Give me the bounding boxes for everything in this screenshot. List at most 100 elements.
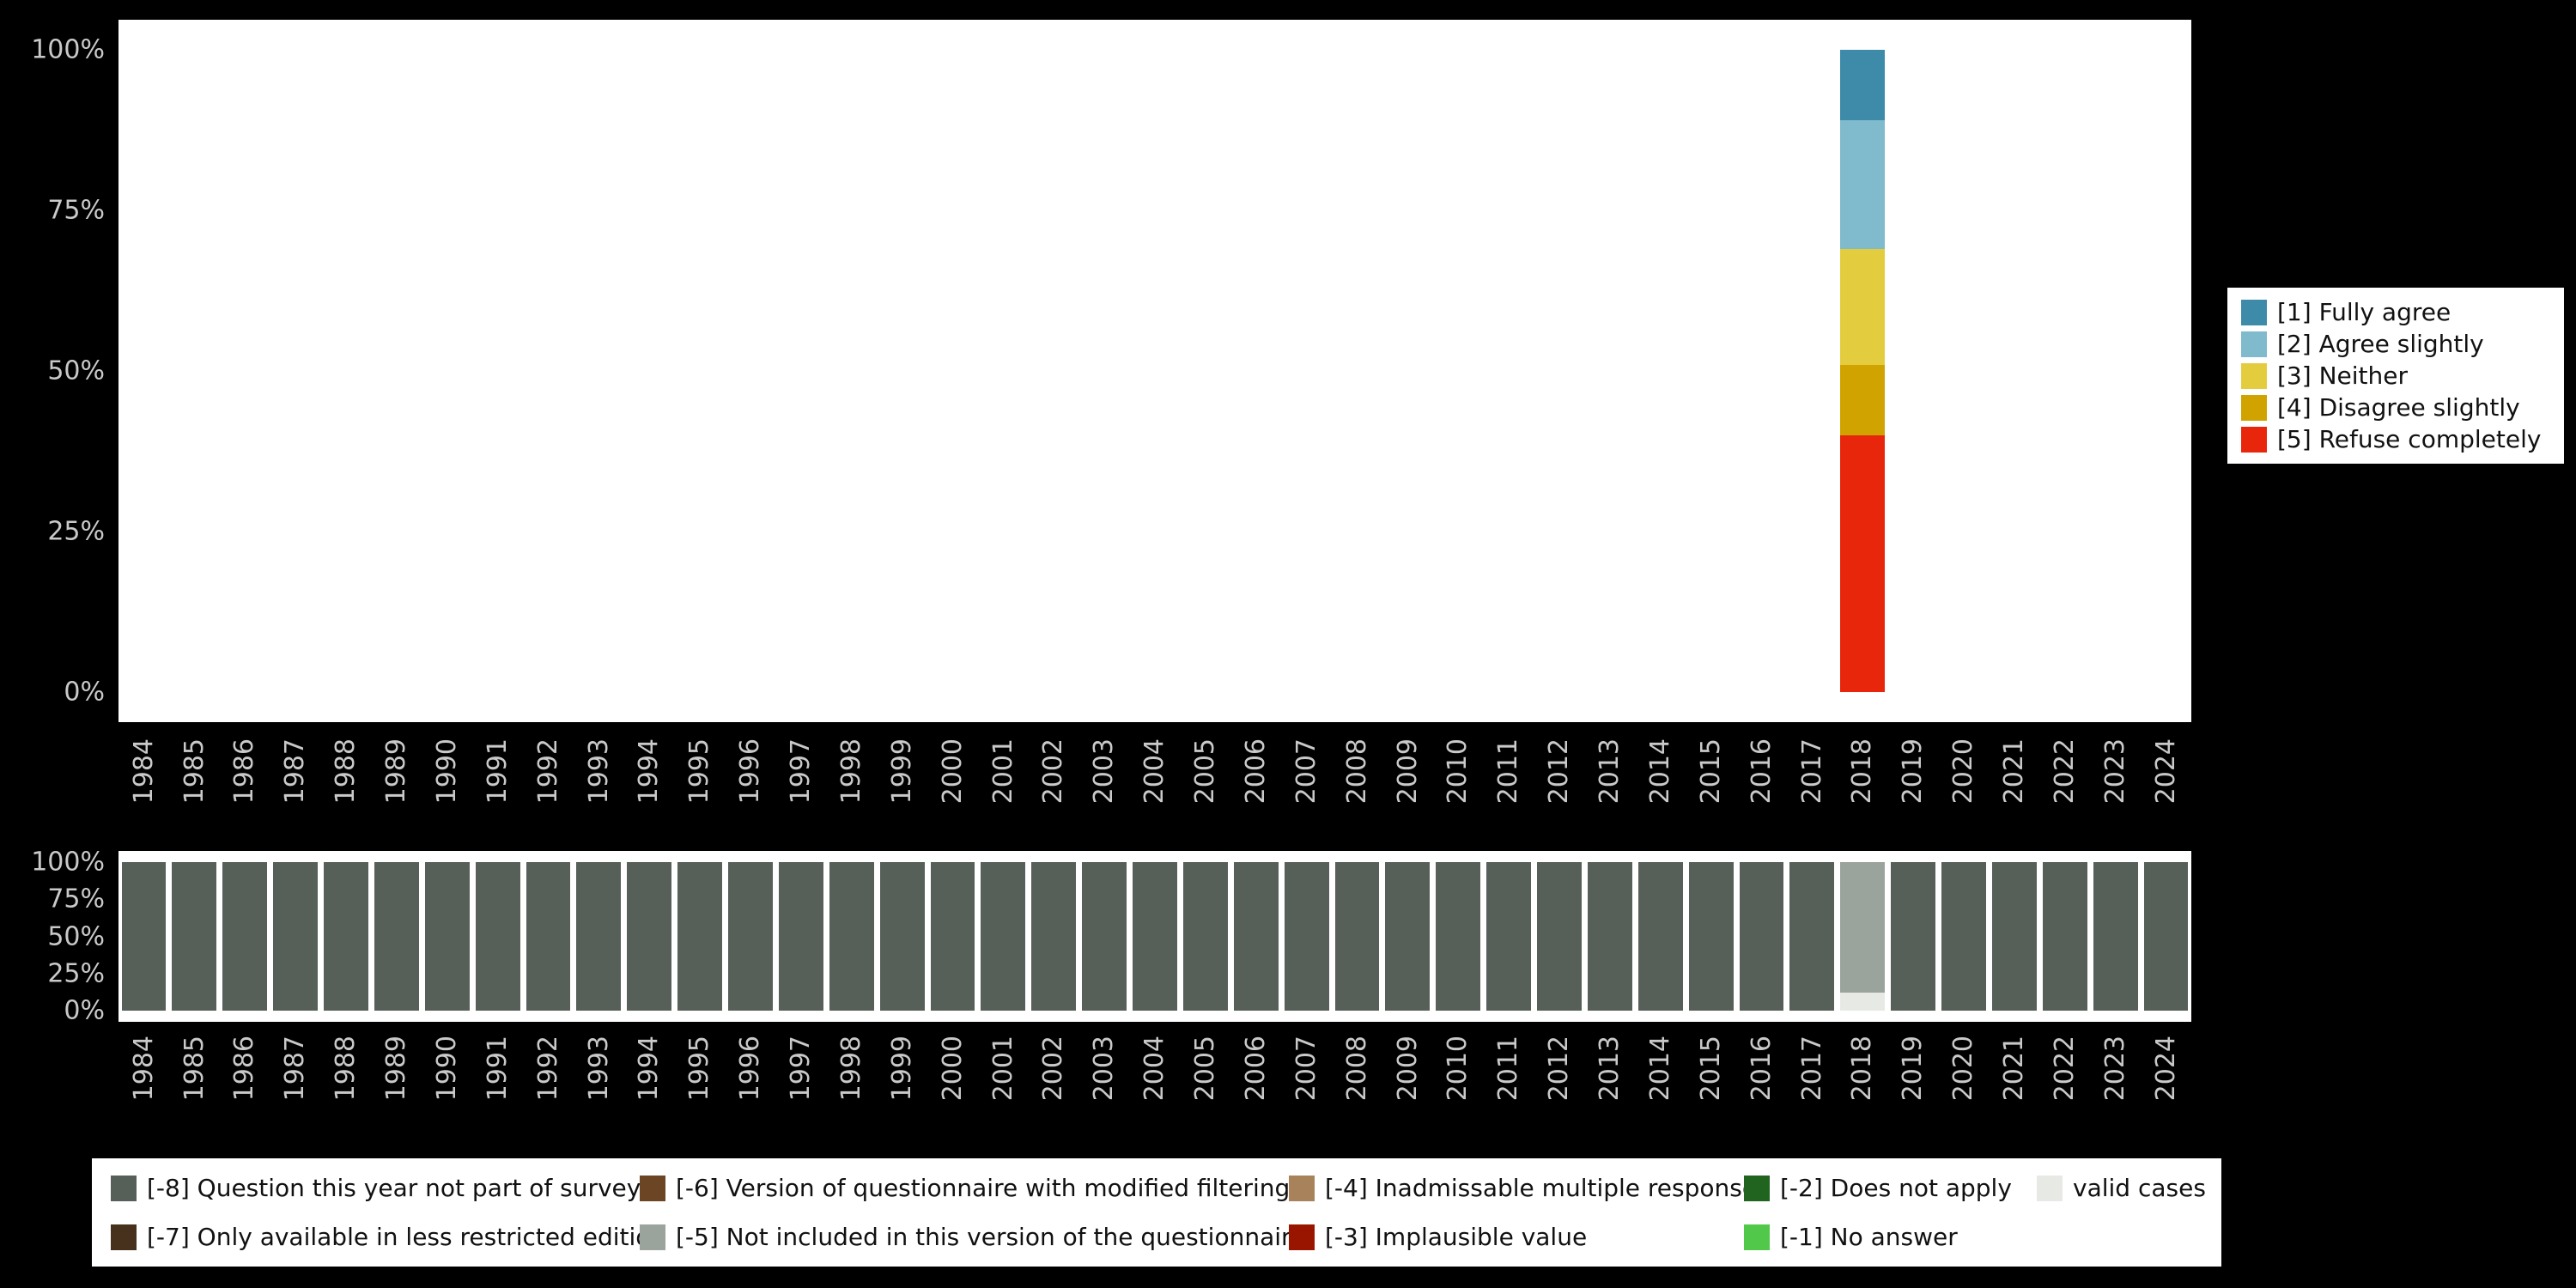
year-slot-2000 <box>927 50 978 692</box>
bar-segment <box>1587 862 1632 1011</box>
year-slot-2018 <box>1838 862 1888 1011</box>
year-label: 2008 <box>1341 1036 1372 1102</box>
bar-segment <box>2093 862 2138 1011</box>
x-tick-label: 2000 <box>927 1036 978 1128</box>
x-tick-label: 2010 <box>1433 1036 1484 1128</box>
legend-item: [1] Fully agree <box>2241 298 2550 326</box>
plot-panel-distribution <box>118 20 2191 722</box>
year-label: 2019 <box>1898 738 1929 805</box>
year-label: 2013 <box>1595 738 1625 805</box>
year-label: 1989 <box>381 738 412 805</box>
year-label: 1995 <box>684 738 715 805</box>
year-label: 2014 <box>1644 738 1675 805</box>
x-tick-label: 1991 <box>472 1036 523 1128</box>
x-tick-label: 1993 <box>574 1036 624 1128</box>
year-slot-1994 <box>624 862 675 1011</box>
x-tick-label: 2000 <box>927 738 978 831</box>
year-label: 2005 <box>1190 1036 1221 1102</box>
x-tick-label: 2005 <box>1180 1036 1230 1128</box>
year-label: 1999 <box>886 1036 917 1102</box>
x-tick-label: 2004 <box>1130 1036 1181 1128</box>
y-tick-label: 50% <box>47 921 105 951</box>
x-tick-label: 2015 <box>1686 738 1736 831</box>
legend-swatch <box>111 1175 137 1201</box>
year-label: 2004 <box>1139 1036 1170 1102</box>
bar-segment <box>2143 862 2189 1011</box>
year-label: 1988 <box>331 738 361 805</box>
year-label: 2000 <box>937 1036 968 1102</box>
bar-segment <box>1991 862 2037 1011</box>
year-slot-2010 <box>1433 50 1484 692</box>
bar-segment <box>1739 862 1784 1011</box>
year-label: 2006 <box>1240 738 1271 805</box>
legend-swatch <box>2241 299 2267 325</box>
x-tick-label: 2015 <box>1686 1036 1736 1128</box>
y-tick-label: 25% <box>47 516 105 547</box>
legend-label: [-2] Does not apply <box>1780 1174 2012 1202</box>
x-tick-label: 2023 <box>2090 1036 2141 1128</box>
year-slot-2001 <box>978 862 1029 1011</box>
x-tick-label: 1992 <box>523 738 574 831</box>
x-tick-label: 2006 <box>1230 1036 1281 1128</box>
bar-segment <box>576 862 622 1011</box>
year-slot-2023 <box>2090 862 2141 1011</box>
bar-segment <box>778 862 823 1011</box>
legend-label: [-1] No answer <box>1780 1223 1958 1251</box>
bar-segment <box>879 862 925 1011</box>
x-tick-label: 1984 <box>118 1036 169 1128</box>
year-slot-2008 <box>1332 862 1382 1011</box>
year-slot-1989 <box>371 50 422 692</box>
bar-segment <box>424 862 470 1011</box>
x-tick-label: 1989 <box>371 1036 422 1128</box>
year-slot-1991 <box>472 862 523 1011</box>
bar-segment <box>1840 434 1886 692</box>
bar-segment <box>1840 120 1886 249</box>
legend-item: [-1] No answer <box>1744 1223 2037 1251</box>
year-slot-2011 <box>1484 50 1534 692</box>
year-slot-2000 <box>927 862 978 1011</box>
legend-item: [-7] Only available in less restricted e… <box>111 1223 665 1251</box>
year-label: 1997 <box>786 1036 817 1102</box>
x-tick-label: 1996 <box>726 738 776 831</box>
legend-label: [-3] Implausible value <box>1325 1223 1588 1251</box>
bar-segment <box>1537 862 1582 1011</box>
legend-swatch <box>2241 426 2267 453</box>
year-label: 1985 <box>179 738 210 805</box>
year-label: 2022 <box>2049 1036 2080 1102</box>
x-tick-label: 2006 <box>1230 738 1281 831</box>
legend-swatch <box>111 1224 137 1250</box>
x-tick-label: 2024 <box>2141 1036 2191 1128</box>
y-tick-label: 100% <box>31 847 105 878</box>
year-label: 2001 <box>987 1036 1018 1102</box>
year-label: 2010 <box>1443 738 1473 805</box>
year-label: 2015 <box>1695 1036 1726 1102</box>
x-tick-label: 1998 <box>826 738 877 831</box>
year-label: 2000 <box>937 738 968 805</box>
x-tick-label: 2003 <box>1079 1036 1130 1128</box>
bar-segment <box>1385 862 1431 1011</box>
year-label: 1984 <box>128 1036 159 1102</box>
year-slot-2007 <box>1281 862 1332 1011</box>
bar-segment <box>1436 862 1481 1011</box>
bar-segment <box>981 862 1026 1011</box>
x-tick-label: 1985 <box>169 738 220 831</box>
x-tick-label: 2007 <box>1281 738 1332 831</box>
legend-swatch <box>640 1224 665 1250</box>
year-label: 1990 <box>431 1036 462 1102</box>
year-slot-1998 <box>826 862 877 1011</box>
bar-segment <box>930 862 975 1011</box>
legend-swatch <box>2241 331 2267 357</box>
year-label: 1994 <box>634 738 665 805</box>
y-tick-label: 75% <box>47 195 105 226</box>
x-tick-label: 1995 <box>675 738 726 831</box>
year-label: 2020 <box>1948 738 1979 805</box>
year-slot-1995 <box>675 50 726 692</box>
year-label: 1996 <box>735 1036 766 1102</box>
bar-segment <box>1891 862 1935 1011</box>
year-slot-2007 <box>1281 50 1332 692</box>
year-slot-1991 <box>472 50 523 692</box>
year-label: 1999 <box>886 738 917 805</box>
legend-item: valid cases <box>2037 1174 2206 1202</box>
legend-label: [-5] Not included in this version of the… <box>676 1223 1306 1251</box>
x-tick-label: 2007 <box>1281 1036 1332 1128</box>
